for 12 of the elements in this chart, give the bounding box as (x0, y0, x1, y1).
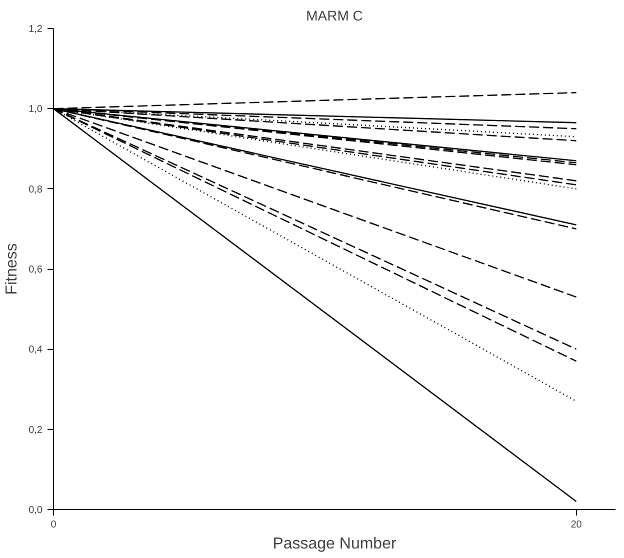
y-tick-label: 0,0 (28, 505, 43, 516)
y-tick-label: 0,6 (28, 264, 43, 276)
y-tick-label: 0,8 (28, 184, 43, 196)
y-tick-label: 1,2 (28, 24, 43, 35)
y-axis-title: Fitness (4, 243, 21, 295)
y-tick-label: 1,0 (28, 104, 43, 116)
y-tick-label: 0,4 (28, 344, 43, 356)
x-axis-title: Passage Number (272, 536, 397, 552)
x-tick-label: 0 (50, 520, 57, 530)
chart-title: MARM C (306, 8, 363, 24)
x-tick-label: 20 (570, 520, 582, 530)
y-tick-label: 0,2 (28, 424, 43, 436)
